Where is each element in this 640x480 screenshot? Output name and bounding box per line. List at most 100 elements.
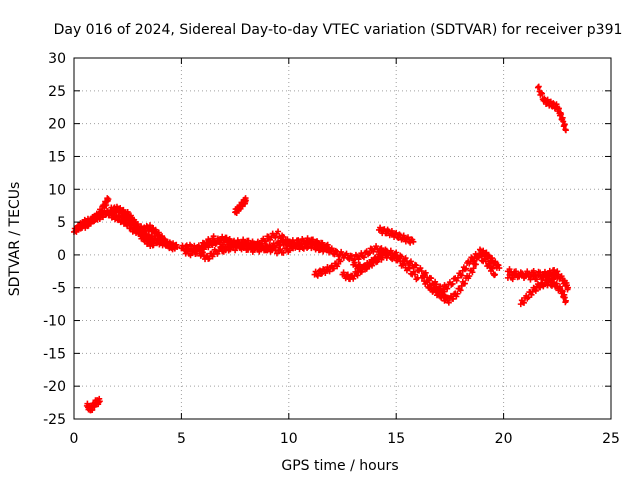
data-point — [496, 265, 503, 272]
data-point — [477, 252, 484, 259]
data-point — [449, 280, 456, 287]
data-point — [346, 256, 353, 263]
data-point — [509, 276, 516, 283]
data-point — [220, 248, 227, 255]
data-point — [556, 283, 563, 290]
data-point — [535, 83, 542, 90]
data-point — [199, 249, 206, 256]
data-point — [134, 224, 141, 231]
y-tick-label: 30 — [48, 51, 66, 67]
data-point — [521, 299, 528, 306]
data-point — [98, 208, 105, 215]
x-tick-label: 10 — [280, 431, 298, 447]
data-point — [540, 274, 547, 281]
data-point — [559, 288, 566, 295]
data-point — [406, 265, 413, 272]
data-point — [547, 271, 554, 278]
data-point — [422, 269, 429, 276]
data-point — [148, 238, 155, 245]
data-point — [286, 247, 293, 254]
data-point — [485, 252, 492, 259]
data-point — [486, 260, 493, 267]
data-point — [196, 248, 203, 255]
data-point — [472, 261, 479, 268]
data-point — [534, 84, 541, 91]
data-point — [470, 265, 477, 272]
data-point — [206, 255, 213, 262]
y-tick-label: -25 — [43, 412, 66, 428]
data-point — [131, 216, 138, 223]
data-point — [516, 273, 523, 280]
data-point — [538, 90, 545, 97]
data-point — [470, 257, 477, 264]
data-point — [326, 268, 333, 275]
data-point — [400, 232, 407, 239]
data-point — [245, 237, 252, 244]
data-point — [388, 227, 395, 234]
data-point — [450, 295, 457, 302]
data-point — [95, 213, 102, 220]
data-point — [244, 246, 251, 253]
x-tick-label: 25 — [602, 431, 620, 447]
data-point — [553, 280, 560, 287]
data-point — [190, 247, 197, 254]
data-point — [356, 261, 363, 268]
data-point — [270, 244, 277, 251]
data-point — [469, 269, 476, 276]
data-point — [528, 291, 535, 298]
data-point — [433, 281, 440, 288]
data-point — [534, 281, 541, 288]
data-point — [225, 240, 232, 247]
data-point — [366, 250, 373, 257]
data-point — [355, 256, 362, 263]
data-point — [140, 232, 147, 239]
data-point — [240, 236, 247, 243]
data-point — [489, 255, 496, 262]
data-point — [314, 272, 321, 279]
data-point — [410, 238, 417, 245]
data-point — [275, 228, 282, 235]
data-point — [466, 273, 473, 280]
data-series — [71, 83, 572, 414]
data-point — [343, 250, 350, 257]
data-point — [532, 287, 539, 294]
x-tick-label: 0 — [70, 431, 79, 447]
data-point — [155, 229, 162, 236]
data-point — [142, 235, 149, 242]
data-point — [386, 250, 393, 257]
data-point — [558, 273, 565, 280]
data-point — [426, 282, 433, 289]
data-point — [344, 271, 351, 278]
data-point — [284, 236, 291, 243]
data-point — [402, 255, 409, 262]
data-point — [171, 245, 178, 252]
y-tick-label: -20 — [43, 379, 66, 395]
data-point — [506, 266, 513, 273]
data-point — [313, 238, 320, 245]
data-point — [308, 236, 315, 243]
chart-title: Day 016 of 2024, Sidereal Day-to-day VTE… — [54, 22, 623, 38]
data-point — [158, 233, 165, 240]
data-point — [262, 247, 269, 254]
data-point — [223, 234, 230, 241]
data-point — [492, 258, 499, 265]
data-point — [96, 398, 103, 405]
data-point — [290, 245, 297, 252]
data-point — [405, 234, 412, 241]
data-point — [565, 284, 572, 291]
data-point — [445, 299, 452, 306]
y-axis-label: SDTVAR / TECUs — [7, 182, 23, 297]
data-point — [80, 222, 87, 229]
data-point — [554, 268, 561, 275]
data-point — [221, 237, 228, 244]
y-tick-label: 0 — [57, 248, 66, 264]
data-point — [537, 284, 544, 291]
data-point — [396, 231, 403, 238]
data-point — [524, 270, 531, 277]
data-point — [480, 247, 487, 254]
data-point — [525, 294, 532, 301]
data-point — [76, 224, 83, 231]
data-point — [187, 252, 194, 259]
data-point — [248, 245, 255, 252]
